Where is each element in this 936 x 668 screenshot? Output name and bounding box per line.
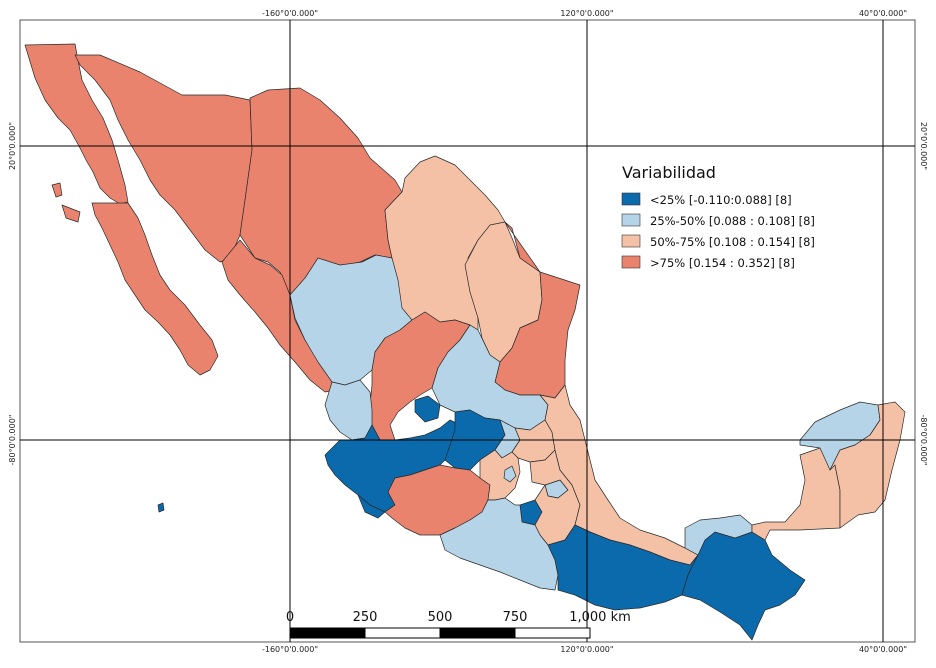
legend-item-4: >75% [0.154 : 0.352] [8] — [621, 255, 795, 270]
legend-item-3: 50%-75% [0.108 : 0.154] [8] — [621, 234, 815, 249]
scale-tick-0: 0 — [286, 610, 294, 625]
legend-swatch-2 — [621, 213, 641, 227]
grid-label-top-2: 120°0'0.000" — [560, 9, 613, 18]
legend-label-1: <25% [-0.110:0.088] [8] — [650, 193, 792, 207]
grid-label-bottom-2: 120°0'0.000" — [560, 645, 613, 654]
state-guerrero[interactable] — [439, 497, 559, 591]
legend-label-2: 25%-50% [0.088 : 0.108] [8] — [650, 214, 815, 228]
legend-swatch-3 — [621, 234, 641, 248]
state-baja-california-sur[interactable] — [91, 202, 219, 376]
grid-label-top-3: 40°0'0.000" — [859, 9, 907, 18]
grid-label-right-1: 20°0'0.000" — [919, 122, 928, 170]
graticule — [20, 20, 915, 642]
graticule-labels: -160°0'0.000" 120°0'0.000" 40°0'0.000" -… — [8, 9, 928, 654]
scale-segment-1 — [289, 627, 366, 639]
scale-bar: 0 250 500 750 1,000 km — [286, 610, 631, 639]
island-1 — [157, 502, 165, 513]
legend: Variabilidad <25% [-0.110:0.088] [8] 25%… — [621, 163, 815, 270]
grid-label-bottom-1: -160°0'0.000" — [262, 645, 318, 654]
grid-label-bottom-3: 40°0'0.000" — [859, 645, 907, 654]
scale-tick-250: 250 — [353, 610, 378, 625]
legend-swatch-1 — [621, 192, 641, 206]
legend-item-1: <25% [-0.110:0.088] [8] — [621, 192, 792, 207]
state-tabasco[interactable] — [684, 514, 753, 556]
state-aguascalientes[interactable] — [414, 395, 441, 423]
state-colima[interactable] — [357, 494, 386, 519]
grid-label-right-2: -80°0'0.000" — [919, 415, 928, 466]
state-sonora[interactable] — [74, 54, 253, 263]
states-layer — [24, 43, 906, 641]
legend-label-3: 50%-75% [0.108 : 0.154] [8] — [650, 235, 815, 249]
grid-label-left-1: 20°0'0.000" — [8, 122, 17, 170]
island-3 — [61, 204, 81, 223]
legend-title: Variabilidad — [622, 163, 716, 182]
scale-segment-3 — [439, 627, 516, 639]
grid-label-left-2: -80°0'0.000" — [8, 415, 17, 466]
island-2 — [51, 182, 63, 198]
legend-item-2: 25%-50% [0.088 : 0.108] [8] — [621, 213, 815, 228]
legend-label-4: >75% [0.154 : 0.352] [8] — [650, 256, 795, 270]
grid-label-top-1: -160°0'0.000" — [262, 9, 318, 18]
scale-tick-500: 500 — [428, 610, 453, 625]
state-quintana-roo[interactable] — [829, 401, 906, 529]
scale-tick-1000: 1,000 km — [569, 610, 631, 625]
scale-segment-4 — [514, 627, 591, 639]
scale-segment-2 — [364, 627, 441, 639]
legend-swatch-4 — [621, 255, 641, 269]
state-cdmx[interactable] — [503, 465, 517, 483]
state-mexico[interactable] — [479, 449, 521, 501]
scale-tick-750: 750 — [503, 610, 528, 625]
